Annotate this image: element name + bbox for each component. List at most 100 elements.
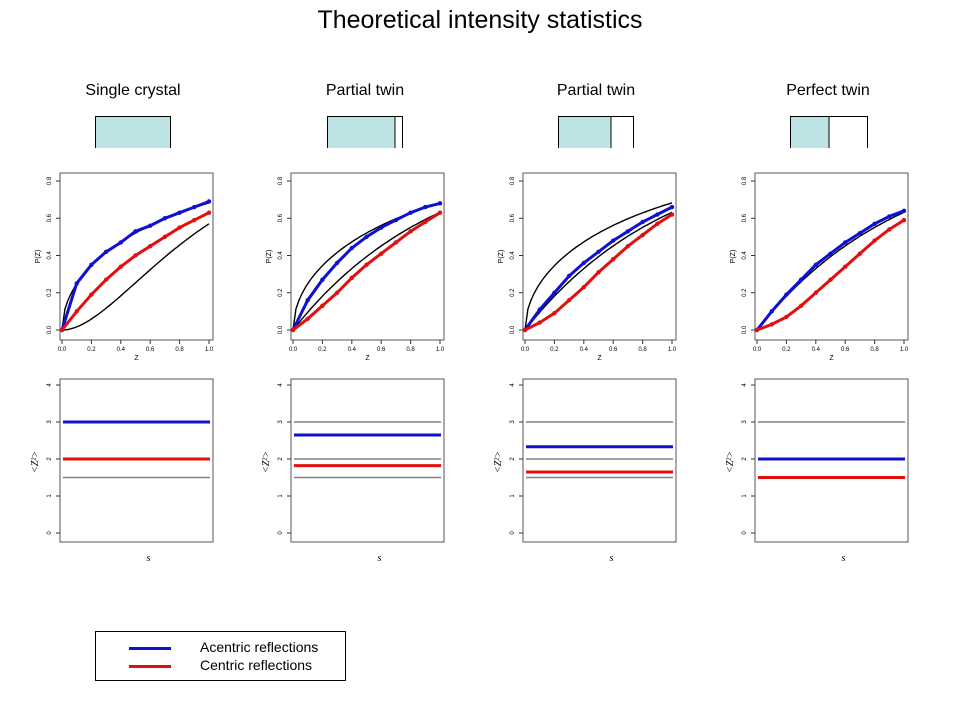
y-tick-label: 0.2	[742, 288, 748, 297]
centric-point	[408, 229, 413, 234]
y-axis-label: P(Z)	[266, 250, 273, 264]
x-tick-label: 0.4	[580, 347, 589, 353]
acentric-point	[364, 234, 369, 240]
column-title-single-crystal: Single crystal	[85, 82, 181, 99]
y-axis-label: <Z²>	[725, 451, 736, 473]
page-title: Theoretical intensity statistics	[317, 6, 643, 34]
y-axis-label: <Z²>	[493, 451, 504, 473]
y-tick-label: 4	[742, 383, 748, 387]
legend-item-acentric: Acentric reflections	[96, 639, 346, 656]
y-tick-label: 0.0	[510, 325, 516, 334]
legend-label-acentric: Acentric reflections	[200, 639, 319, 655]
x-tick-label: 0.6	[146, 347, 155, 353]
plot-frame	[290, 172, 445, 341]
x-tick-label: 0.4	[348, 347, 357, 353]
centric-point	[566, 298, 572, 303]
acentric-series-line	[755, 209, 905, 331]
acentric-point	[655, 212, 660, 217]
centric-series-line	[292, 211, 441, 332]
centric-point	[655, 221, 660, 227]
centric-point	[887, 227, 892, 232]
acentric-point	[423, 204, 428, 210]
acentric-point	[611, 238, 616, 243]
x-tick-label: 0.0	[58, 347, 67, 353]
centric-point	[423, 219, 428, 225]
acentric-point	[552, 290, 557, 295]
centric-point	[59, 327, 65, 333]
centric-point	[206, 210, 212, 215]
acentric-point	[89, 262, 94, 268]
y-tick-label: 0.0	[742, 325, 748, 334]
y-axis-label: P(Z)	[730, 250, 737, 264]
y-axis-label: <Z²>	[30, 451, 41, 473]
acentric-point	[162, 216, 168, 221]
moment-plot-0: 0 1 2 3 4 s <Z²>	[30, 378, 214, 564]
acentric-point	[640, 219, 645, 225]
y-tick-label: 3	[510, 420, 516, 424]
centric-point	[813, 290, 818, 295]
y-tick-label: 0.8	[510, 176, 516, 185]
x-axis-label: Z	[134, 355, 139, 362]
x-tick-label: 0.6	[377, 347, 386, 353]
column-title-partial-twin-1: Partial twin	[325, 82, 405, 99]
twin-ratio-box-partial-twin-2	[558, 116, 634, 148]
centric-point	[118, 264, 124, 269]
twin-ratio-major	[790, 116, 830, 148]
y-axis-label: P(Z)	[35, 250, 42, 264]
x-tick-label: 0.0	[521, 347, 530, 353]
x-tick-label: 0.4	[812, 347, 821, 353]
legend: Acentric reflections Centric reflections	[95, 631, 346, 681]
centric-point	[133, 253, 138, 258]
column-title-perfect-twin: Perfect twin	[786, 82, 870, 99]
y-tick-label: 0.2	[278, 288, 284, 297]
y-tick-label: 3	[742, 420, 748, 424]
moment-plot-3: 0 1 2 3 4 s <Z²>	[725, 378, 909, 564]
plot-frame	[522, 172, 677, 341]
centric-series-line	[756, 218, 905, 332]
y-tick-label: 0	[47, 531, 53, 535]
plot-frame	[754, 172, 909, 341]
y-tick-label: 3	[47, 420, 53, 424]
x-tick-label: 0.4	[117, 347, 126, 353]
x-tick-label: 0.6	[841, 347, 850, 353]
centric-point	[581, 284, 586, 290]
acentric-point	[192, 204, 197, 210]
y-tick-label: 0.6	[47, 213, 53, 222]
x-tick-label: 0.2	[782, 347, 791, 353]
acentric-point	[828, 251, 833, 256]
y-tick-label: 0.8	[742, 176, 748, 185]
centric-point	[162, 234, 168, 240]
y-tick-label: 0	[742, 531, 748, 535]
legend-label-centric: Centric reflections	[200, 657, 313, 673]
y-tick-label: 2	[742, 457, 748, 461]
x-tick-label: 0.6	[609, 347, 618, 353]
y-tick-label: 0.4	[278, 251, 284, 260]
x-tick-label: 0.8	[175, 347, 184, 353]
acentric-point	[177, 210, 182, 215]
x-axis-label: s	[378, 553, 382, 564]
acentric-point	[334, 260, 340, 266]
twin-ratio-minor	[610, 116, 634, 148]
y-tick-label: 4	[47, 383, 53, 387]
y-tick-label: 0.0	[47, 325, 53, 334]
twin-ratio-major	[558, 116, 612, 148]
centric-point	[349, 275, 354, 281]
plot-frame	[59, 378, 214, 543]
x-axis-label: Z	[829, 355, 834, 362]
twin-ratio-minor	[394, 116, 403, 148]
acentric-point	[305, 298, 310, 303]
x-tick-label: 0.8	[870, 347, 879, 353]
centric-point	[177, 225, 182, 230]
plot-frame	[754, 378, 909, 543]
centric-point	[364, 262, 369, 268]
y-tick-label: 3	[278, 420, 284, 424]
acentric-point	[103, 249, 109, 254]
reference-curve	[524, 202, 673, 331]
centric-point	[89, 292, 94, 297]
y-tick-label: 0.4	[742, 251, 748, 260]
cdf-plot-2: 0.0 0.2 0.4 0.6 0.8 1.0 0.0 0.2 0.4 0.6 0.8 Z P(Z)	[498, 172, 677, 362]
y-axis-label: <Z²>	[261, 451, 272, 473]
centric-point	[379, 251, 384, 256]
x-tick-label: 0.8	[638, 347, 647, 353]
